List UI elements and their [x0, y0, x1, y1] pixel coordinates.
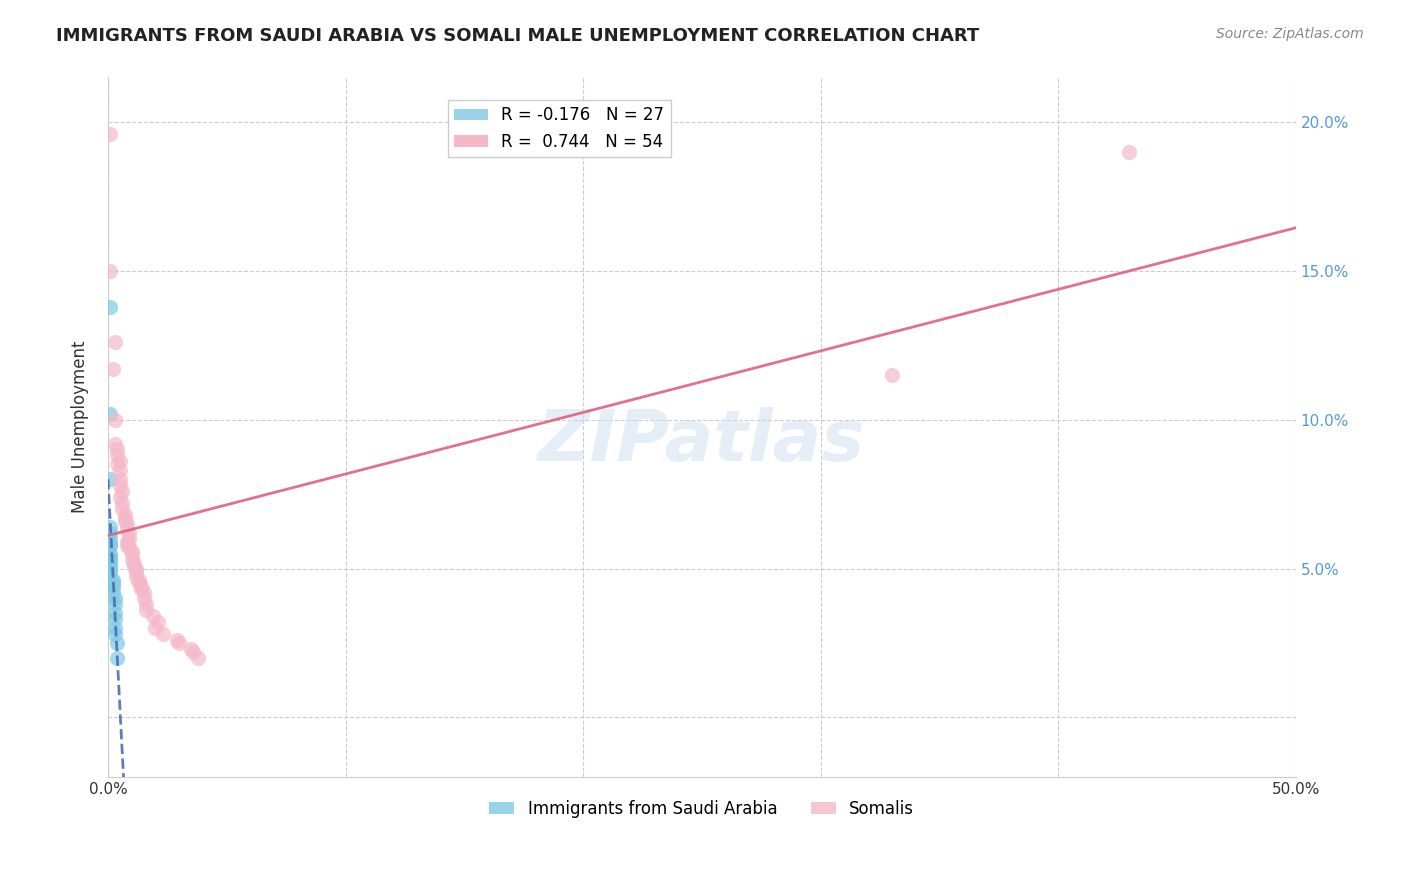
Point — [101, 576, 124, 591]
Point — [104, 597, 127, 611]
Point — [166, 632, 188, 647]
Point — [101, 579, 124, 593]
Point — [115, 538, 138, 552]
Point — [135, 603, 157, 617]
Point — [125, 561, 148, 575]
Point — [108, 454, 131, 468]
Point — [122, 556, 145, 570]
Point — [107, 449, 129, 463]
Point — [108, 478, 131, 492]
Point — [98, 127, 121, 141]
Point — [101, 362, 124, 376]
Point — [146, 615, 169, 629]
Point — [98, 264, 121, 278]
Point — [108, 490, 131, 504]
Point — [125, 570, 148, 584]
Point — [183, 645, 205, 659]
Point — [104, 413, 127, 427]
Point — [142, 609, 165, 624]
Point — [108, 472, 131, 486]
Point — [98, 532, 121, 546]
Point — [114, 511, 136, 525]
Point — [121, 543, 143, 558]
Y-axis label: Male Unemployment: Male Unemployment — [72, 341, 89, 514]
Point — [167, 636, 190, 650]
Legend: Immigrants from Saudi Arabia, Somalis: Immigrants from Saudi Arabia, Somalis — [482, 793, 921, 824]
Point — [122, 558, 145, 573]
Point — [101, 574, 124, 588]
Point — [98, 567, 121, 582]
Point — [1118, 145, 1140, 159]
Point — [118, 532, 141, 546]
Point — [98, 407, 121, 421]
Point — [98, 558, 121, 573]
Point — [98, 561, 121, 575]
Point — [880, 368, 903, 382]
Point — [114, 514, 136, 528]
Point — [104, 612, 127, 626]
Point — [152, 627, 174, 641]
Point — [128, 576, 150, 591]
Point — [98, 549, 121, 564]
Point — [128, 574, 150, 588]
Point — [115, 523, 138, 537]
Point — [107, 650, 129, 665]
Point — [98, 300, 121, 314]
Point — [107, 636, 129, 650]
Point — [98, 538, 121, 552]
Point — [129, 579, 152, 593]
Point — [118, 541, 141, 555]
Point — [135, 597, 157, 611]
Point — [98, 552, 121, 566]
Point — [114, 508, 136, 522]
Point — [115, 516, 138, 531]
Point — [101, 585, 124, 599]
Point — [104, 436, 127, 450]
Point — [111, 502, 134, 516]
Point — [121, 552, 143, 566]
Point — [115, 534, 138, 549]
Point — [98, 520, 121, 534]
Text: ZIPatlas: ZIPatlas — [538, 407, 866, 475]
Point — [132, 591, 155, 606]
Point — [98, 547, 121, 561]
Point — [104, 627, 127, 641]
Point — [98, 525, 121, 540]
Point — [121, 547, 143, 561]
Point — [107, 442, 129, 457]
Point — [132, 585, 155, 599]
Point — [180, 641, 202, 656]
Point — [98, 538, 121, 552]
Point — [111, 496, 134, 510]
Point — [104, 606, 127, 620]
Point — [111, 484, 134, 499]
Point — [104, 591, 127, 606]
Point — [107, 458, 129, 472]
Point — [129, 582, 152, 597]
Text: IMMIGRANTS FROM SAUDI ARABIA VS SOMALI MALE UNEMPLOYMENT CORRELATION CHART: IMMIGRANTS FROM SAUDI ARABIA VS SOMALI M… — [56, 27, 980, 45]
Point — [125, 565, 148, 579]
Point — [98, 472, 121, 486]
Text: Source: ZipAtlas.com: Source: ZipAtlas.com — [1216, 27, 1364, 41]
Point — [104, 335, 127, 350]
Point — [98, 556, 121, 570]
Point — [145, 621, 167, 635]
Point — [104, 621, 127, 635]
Point — [187, 650, 209, 665]
Point — [118, 525, 141, 540]
Point — [108, 463, 131, 477]
